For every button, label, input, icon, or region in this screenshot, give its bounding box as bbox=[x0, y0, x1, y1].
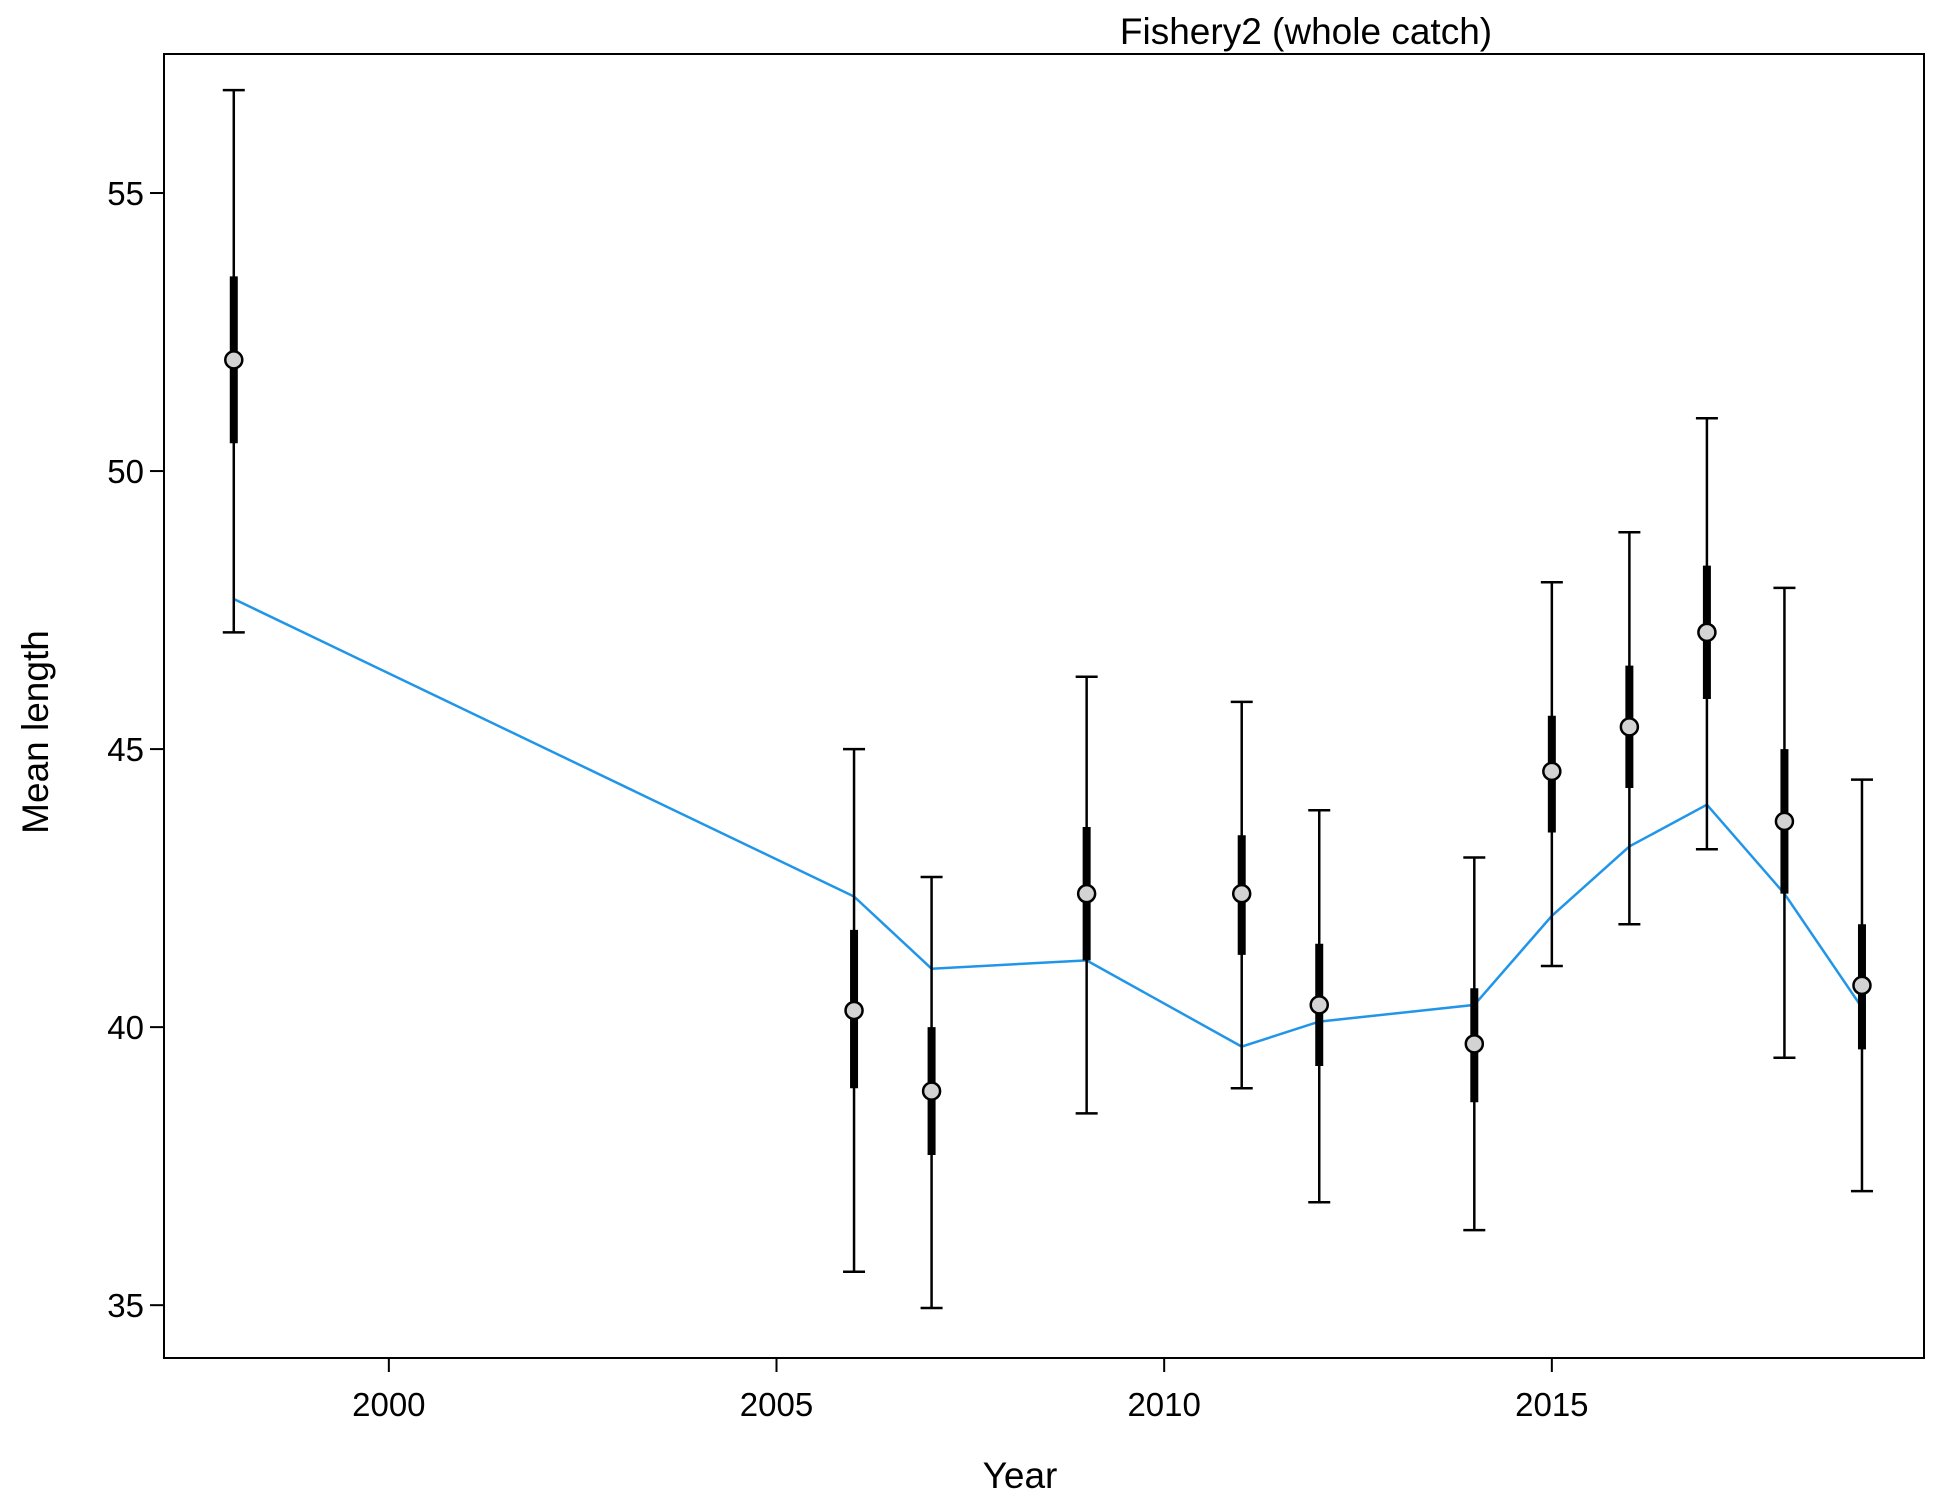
observation bbox=[1773, 586, 1796, 1059]
observed-series bbox=[222, 88, 1873, 1310]
y-tick-label: 40 bbox=[107, 1009, 144, 1046]
y-tick-label: 45 bbox=[107, 731, 144, 768]
observed-point bbox=[1464, 1034, 1485, 1054]
observed-point bbox=[1619, 717, 1640, 737]
observation bbox=[1618, 530, 1641, 926]
chart-title: Fishery2 (whole catch) bbox=[1120, 11, 1492, 52]
observed-point bbox=[1309, 995, 1329, 1015]
observed-point bbox=[1231, 883, 1252, 904]
observation bbox=[843, 747, 866, 1274]
observation bbox=[920, 875, 943, 1310]
observation bbox=[1850, 778, 1873, 1193]
observed-point bbox=[1852, 975, 1872, 996]
observed-point bbox=[1542, 761, 1562, 782]
x-tick-label: 2000 bbox=[352, 1386, 425, 1423]
expected-series bbox=[233, 597, 1864, 1048]
observation bbox=[1308, 809, 1331, 1204]
observed-point bbox=[224, 350, 244, 370]
expected-line bbox=[233, 597, 1864, 1048]
observed-point bbox=[844, 1000, 864, 1021]
y-axis-title: Mean length bbox=[15, 630, 56, 834]
observed-point bbox=[1076, 883, 1097, 904]
observation bbox=[1230, 700, 1253, 1090]
observation bbox=[1695, 416, 1718, 851]
y-tick-label: 50 bbox=[107, 453, 144, 490]
observed-point bbox=[1697, 622, 1717, 643]
observation bbox=[1075, 675, 1098, 1115]
x-tick-label: 2005 bbox=[740, 1386, 813, 1423]
x-tick-label: 2010 bbox=[1127, 1386, 1200, 1423]
observation bbox=[1463, 856, 1486, 1232]
x-tick-label: 2015 bbox=[1515, 1386, 1588, 1423]
x-axis: 2000 2005 2010 2015 bbox=[352, 1358, 1589, 1423]
plot-frame bbox=[163, 53, 1925, 1359]
x-axis-title: Year bbox=[983, 1455, 1058, 1496]
observation bbox=[222, 88, 245, 634]
observed-point bbox=[1774, 811, 1795, 832]
y-axis: 35 40 45 50 55 bbox=[107, 175, 164, 1324]
y-tick-label: 35 bbox=[107, 1287, 144, 1324]
observation bbox=[1540, 581, 1563, 968]
y-tick-label: 55 bbox=[107, 175, 144, 212]
observed-point bbox=[921, 1081, 942, 1101]
